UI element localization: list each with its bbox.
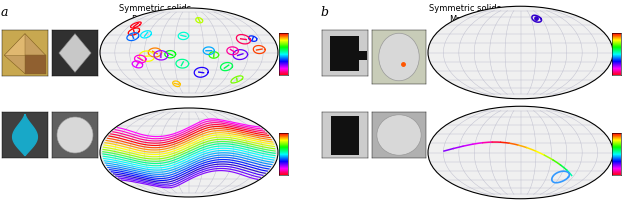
Ellipse shape xyxy=(57,117,93,153)
Polygon shape xyxy=(4,34,25,55)
Polygon shape xyxy=(4,34,45,74)
Polygon shape xyxy=(332,116,359,155)
Ellipse shape xyxy=(379,33,419,81)
Polygon shape xyxy=(59,34,91,72)
Polygon shape xyxy=(330,35,359,71)
Ellipse shape xyxy=(377,115,421,155)
Text: a: a xyxy=(1,6,8,19)
Polygon shape xyxy=(25,55,45,74)
Polygon shape xyxy=(359,51,367,60)
Text: Symmetric solids
Featureless: Symmetric solids Featureless xyxy=(119,4,191,24)
Polygon shape xyxy=(13,114,37,156)
Text: b: b xyxy=(320,6,328,19)
Text: Symmetric solids
Marked: Symmetric solids Marked xyxy=(429,4,501,24)
Point xyxy=(531,17,541,20)
